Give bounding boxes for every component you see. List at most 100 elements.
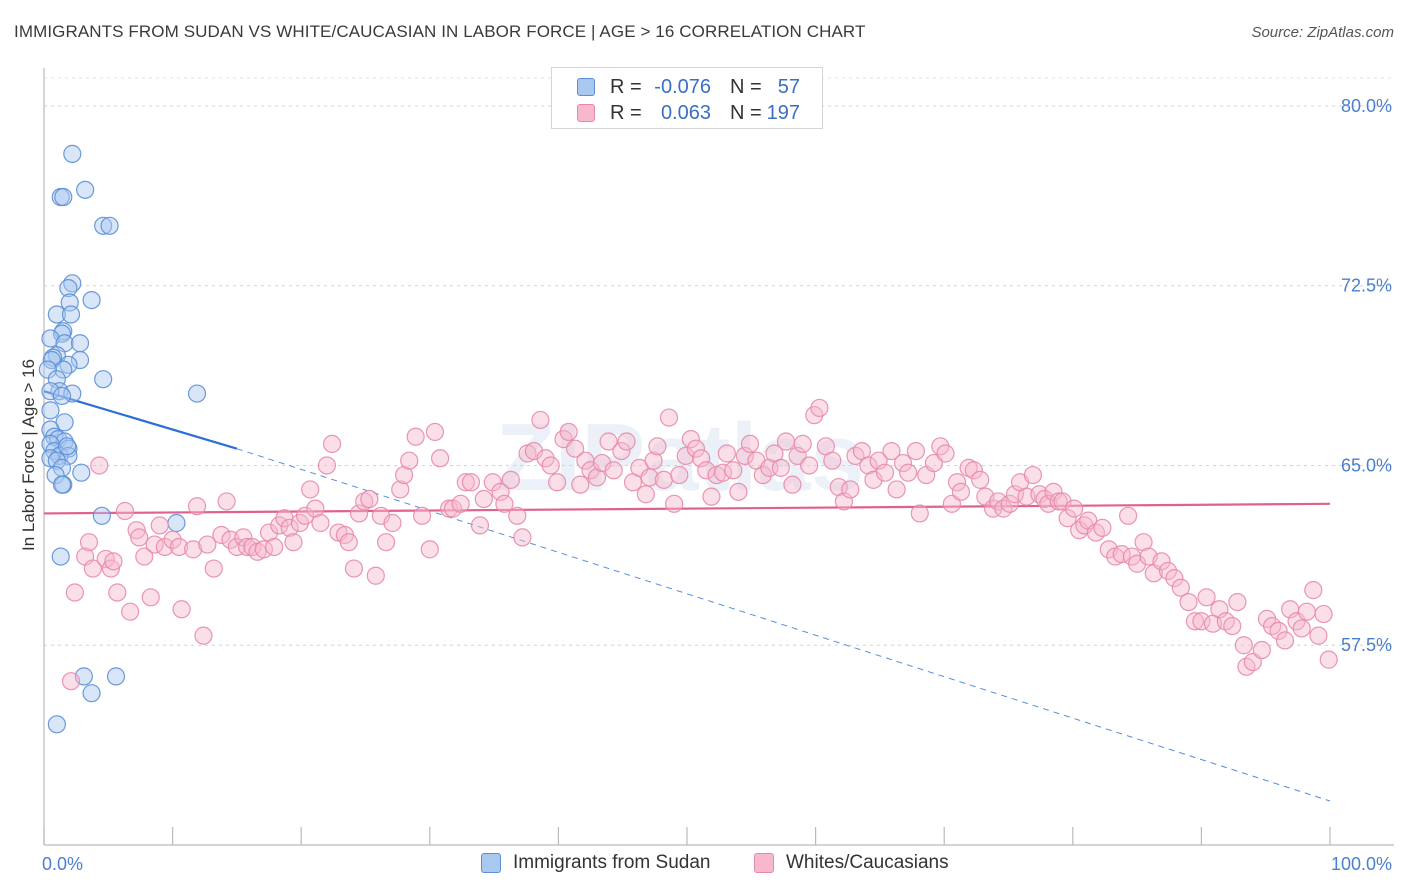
data-point (1058, 509, 1077, 528)
data-point (115, 501, 135, 521)
data-point (1252, 640, 1271, 660)
data-point (52, 475, 72, 494)
data-point (121, 602, 140, 621)
y-tick-label: 65.0% (1341, 455, 1392, 475)
data-point (717, 444, 736, 463)
data-point (1292, 619, 1311, 638)
data-point (612, 441, 631, 461)
data-point (1005, 485, 1025, 504)
data-point (571, 475, 590, 494)
data-point (1275, 631, 1295, 650)
data-point (61, 672, 81, 691)
legend-row-whites: R = 0.063 N = 197 (552, 102, 822, 126)
data-point (54, 187, 73, 207)
data-point (566, 439, 585, 458)
series-whites (61, 398, 1338, 691)
data-point (859, 456, 878, 475)
data-point (371, 506, 391, 525)
data-point (724, 461, 743, 480)
data-point (451, 494, 470, 513)
data-point (280, 518, 299, 537)
data-point (94, 216, 113, 235)
data-point (887, 480, 906, 499)
data-point (823, 451, 842, 470)
data-point (61, 305, 81, 324)
series-sudan (38, 144, 207, 734)
data-point (681, 430, 700, 449)
data-point (127, 521, 146, 540)
data-point (670, 465, 689, 485)
data-point (94, 370, 113, 389)
data-point (740, 434, 760, 454)
data-point (155, 537, 174, 557)
data-point (92, 506, 111, 525)
data-point (184, 540, 203, 559)
data-point (376, 533, 396, 552)
data-point (864, 470, 883, 489)
data-point (366, 566, 385, 585)
data-point (141, 588, 160, 607)
series-label-sudan: Immigrants from Sudan (513, 852, 711, 873)
data-point (483, 473, 502, 492)
data-point (70, 350, 90, 370)
series-label-whites: Whites/Caucasians (786, 852, 949, 873)
x-tick-label: 0.0% (42, 854, 83, 874)
data-point (783, 475, 802, 494)
data-point (548, 473, 567, 492)
data-point (1223, 616, 1242, 636)
data-point (70, 334, 90, 353)
data-point (829, 477, 848, 497)
data-point (1093, 518, 1112, 537)
data-point (636, 485, 655, 504)
data-point (559, 422, 578, 442)
data-point (1192, 612, 1211, 631)
data-point (169, 537, 189, 557)
data-point (1053, 492, 1072, 511)
data-point (391, 480, 410, 499)
legend-r-label: R = (610, 76, 642, 98)
legend-r-value: -0.076 (654, 76, 711, 98)
legend-row-sudan: R = -0.076 N = 57 (552, 76, 822, 100)
data-point (947, 473, 967, 492)
data-point (284, 533, 303, 552)
legend-n-value: 57 (777, 76, 800, 98)
data-point (198, 535, 217, 554)
data-point (1064, 499, 1084, 518)
data-point (581, 461, 600, 480)
data-point (1127, 554, 1147, 573)
y-tick-label: 57.5% (1341, 635, 1392, 655)
data-point (187, 384, 207, 403)
legend-n-label: N = (730, 76, 762, 98)
data-point (47, 715, 66, 734)
data-point (599, 432, 618, 451)
stats-legend: R = -0.076 N = 57 R = 0.063 N = 197 (551, 67, 823, 129)
data-point (1000, 494, 1019, 513)
data-point (41, 401, 60, 420)
trend-line-whites (43, 502, 1331, 515)
series-swatch-whites (754, 853, 774, 873)
data-point (875, 463, 895, 482)
data-point (1304, 581, 1323, 600)
data-point (951, 482, 971, 501)
data-point (644, 451, 663, 470)
data-point (1185, 612, 1205, 631)
y-axis-label: In Labor Force | Age > 16 (19, 359, 38, 551)
data-point (412, 506, 432, 525)
data-point (753, 465, 772, 485)
data-point (51, 547, 70, 566)
data-point (1269, 621, 1288, 640)
data-point (702, 487, 721, 506)
axes (43, 68, 1394, 846)
data-point (406, 427, 425, 446)
data-point (1297, 602, 1316, 621)
data-point (59, 279, 78, 298)
data-point (1319, 650, 1338, 669)
data-point (311, 513, 330, 533)
data-point (1118, 506, 1138, 525)
data-point (46, 465, 65, 485)
data-point (1228, 592, 1247, 612)
watermark: ZIPatlas (496, 404, 864, 511)
data-point (882, 441, 901, 461)
data-point (810, 398, 829, 418)
